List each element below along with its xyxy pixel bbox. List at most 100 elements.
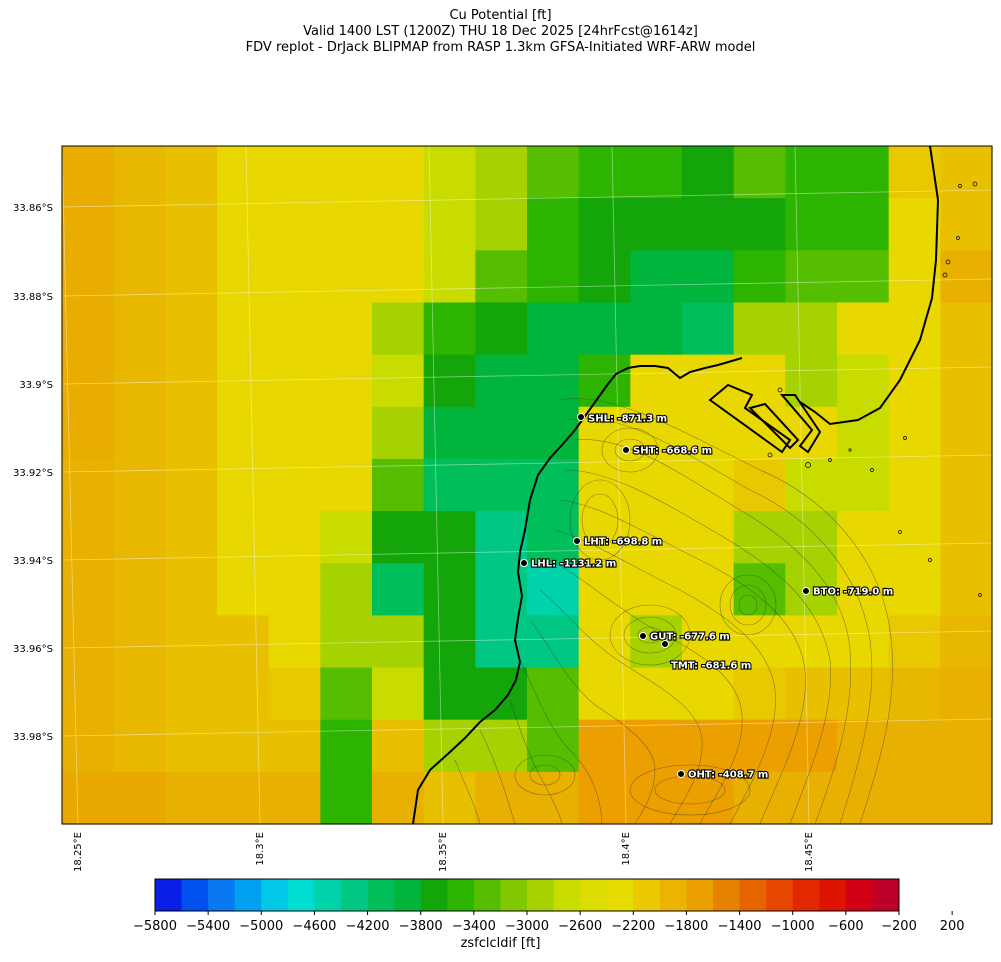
grid-cell	[940, 458, 993, 512]
chart-title: Cu Potential [ft] Valid 1400 LST (1200Z)…	[0, 8, 1001, 56]
contour-line	[529, 619, 656, 825]
colorbar-tick-label: −5400	[186, 919, 230, 934]
grid-cell	[372, 771, 425, 825]
colorbar-swatch	[819, 879, 847, 911]
grid-cell	[268, 354, 321, 408]
grid-cell	[320, 354, 373, 408]
contour-ring	[609, 604, 691, 666]
colorbar-swatch	[527, 879, 555, 911]
grid-cell	[372, 719, 425, 773]
grid-cell	[527, 771, 580, 825]
grid-cell	[578, 563, 631, 616]
grid-cell	[475, 198, 528, 251]
latitude-tick-label: 33.98°S	[13, 732, 53, 743]
map-frame	[61, 145, 993, 825]
grid-cell	[630, 250, 683, 304]
grid-cell	[940, 771, 993, 825]
colorbar-ticks: −5800 −5400 −5000 −4600 −4200 −3800 −3400 −3000…	[133, 911, 965, 934]
contour-ring	[529, 764, 561, 786]
colorbar-swatch	[766, 879, 794, 911]
grid-cell	[320, 198, 373, 251]
grid-cell	[423, 615, 476, 669]
station-label: BTO: -719.0 m	[813, 587, 893, 598]
longitude-tick-label: 18.45°E	[804, 832, 815, 872]
grid-cell	[372, 615, 425, 669]
graticule-lat-3	[61, 366, 993, 385]
longitude-tick-label: 18.3°E	[255, 832, 266, 866]
grid-cell	[940, 406, 993, 460]
islet	[972, 181, 978, 187]
grid-cell	[578, 146, 631, 199]
colorbar-tick-label: −3800	[399, 919, 443, 934]
grid-cell	[62, 406, 115, 460]
islet	[956, 236, 960, 240]
grid-cell	[320, 406, 373, 460]
grid-cell	[630, 771, 683, 825]
colorbar-tick-label: −200	[881, 919, 917, 934]
grid-cell	[888, 563, 941, 616]
colorbar-swatch	[500, 879, 528, 911]
grid-cell	[165, 771, 218, 825]
islet	[805, 462, 811, 468]
grid-cell	[475, 771, 528, 825]
grid-cell	[578, 511, 631, 564]
grid-cell	[682, 250, 735, 304]
grid-cell	[888, 354, 941, 408]
grid-cell	[165, 719, 218, 773]
colorbar-swatch	[447, 879, 475, 911]
grid-cell	[62, 667, 115, 721]
grid-cell	[423, 406, 476, 460]
grid-cell	[320, 458, 373, 512]
colorbar-swatch	[792, 879, 820, 911]
colorbar-swatch	[686, 879, 714, 911]
grid-cell	[217, 146, 270, 199]
station-dot	[573, 537, 581, 545]
grid-cell	[268, 406, 321, 460]
grid-cell	[527, 511, 580, 564]
colorbar-swatch	[420, 879, 448, 911]
contour-ring	[629, 764, 751, 816]
station-dot	[520, 559, 528, 567]
colorbar-tick-label: 200	[940, 919, 965, 934]
grid-cell	[268, 563, 321, 616]
grid-cell	[372, 198, 425, 251]
islet	[942, 272, 948, 278]
colorbar-swatch	[872, 879, 900, 911]
grid-cell	[837, 563, 890, 616]
colorbar	[154, 878, 900, 912]
colorbar-swatch	[659, 879, 687, 911]
grid-cell	[165, 198, 218, 251]
grid-cell	[888, 458, 941, 512]
harbour-breakwater	[779, 394, 822, 454]
colorbar-tick-label: −1000	[771, 919, 815, 934]
grid-cell	[785, 563, 838, 616]
grid-cell	[372, 146, 425, 199]
grid-cell	[372, 406, 425, 460]
contour-ring	[654, 775, 726, 805]
grid-cell	[888, 615, 941, 669]
colorbar-swatch	[633, 879, 661, 911]
graticule-lat-6	[61, 630, 993, 649]
station-label: LHL: -1131.2 m	[531, 559, 616, 570]
islet	[848, 448, 852, 452]
contour-ring	[719, 574, 777, 636]
colorbar-tick-label: −600	[828, 919, 864, 934]
grid-cell	[62, 198, 115, 251]
colorbar-swatch	[261, 879, 289, 911]
contour-line	[564, 469, 831, 825]
grid-cell	[372, 667, 425, 721]
colorbar-tick-label: −1800	[664, 919, 708, 934]
colorbar-tick-label: −2200	[611, 919, 655, 934]
station-dot	[802, 587, 810, 595]
grid-cell	[372, 302, 425, 356]
grid-cell	[940, 354, 993, 408]
grid-cell	[372, 458, 425, 512]
grid-cell	[527, 302, 580, 356]
grid-cell	[527, 667, 580, 721]
grid-cell	[578, 615, 631, 669]
graticule-lon-2	[245, 145, 261, 825]
grid-cell	[733, 250, 786, 304]
grid-cell	[62, 458, 115, 512]
grid-cell	[785, 667, 838, 721]
colorbar-tick-label: −3400	[452, 919, 496, 934]
